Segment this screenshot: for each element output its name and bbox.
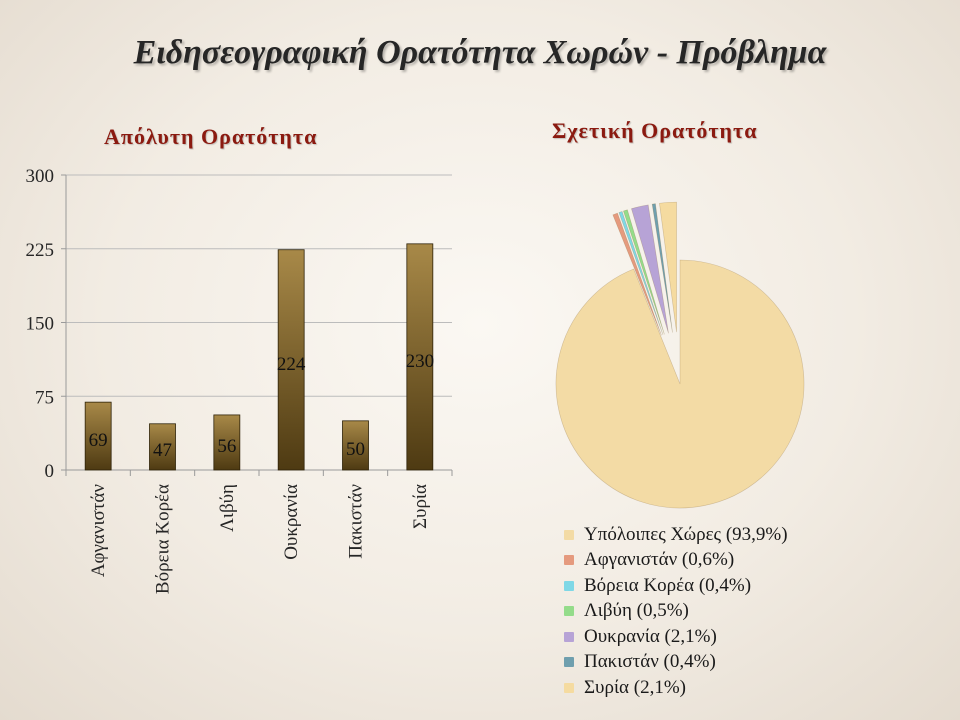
legend-label: Βόρεια Κορέα (0,4%)	[584, 574, 752, 596]
bar	[149, 423, 176, 471]
slide-title: Ειδησεογραφική Ορατότητα Χωρών - Πρόβλημ…	[133, 34, 827, 71]
legend-item: Λιβύη (0,5%)	[564, 599, 788, 625]
data-label: 224	[277, 354, 306, 375]
pie-legend: Υπόλοιπες Χώρες (93,9%) Αφγανιστάν (0,6%)…	[564, 522, 788, 701]
bar	[213, 414, 241, 471]
bar	[277, 249, 305, 471]
pie-chart-title: Σχετική Ορατότητα	[552, 118, 758, 143]
legend-swatch	[564, 657, 574, 668]
data-label: 50	[346, 439, 365, 460]
data-label: 47	[153, 440, 172, 461]
pie-slice	[659, 201, 677, 333]
bar	[342, 420, 369, 471]
pie-slice	[623, 209, 665, 335]
legend-label: Πακιστάν (0,4%)	[584, 651, 716, 673]
data-label: 69	[89, 430, 108, 451]
x-tick-label: Λιβύη	[217, 484, 238, 532]
y-tick-label: 225	[26, 240, 55, 261]
bar-chart-title: Απόλυτη Ορατότητα	[104, 124, 318, 149]
pie-slice	[612, 212, 662, 336]
legend-label: Λιβύη (0,5%)	[584, 600, 689, 622]
legend-swatch	[564, 631, 574, 642]
y-tick-label: 0	[45, 461, 55, 482]
x-tick-label: Βόρεια Κορέα	[153, 484, 174, 594]
legend-item: Ουκρανία (2,1%)	[564, 624, 788, 650]
x-tick-label: Πακιστάν	[346, 484, 367, 559]
x-tick-label: Ουκρανία	[281, 484, 302, 560]
legend-swatch	[564, 606, 574, 617]
legend-item: Υπόλοιπες Χώρες (93,9%)	[564, 522, 788, 548]
legend-label: Αφγανιστάν (0,6%)	[584, 549, 735, 571]
data-label: 56	[217, 436, 236, 457]
y-tick-label: 150	[26, 314, 55, 335]
y-tick-label: 300	[26, 166, 55, 187]
legend-item: Πακιστάν (0,4%)	[564, 650, 788, 676]
x-tick-label: Συρία	[410, 484, 431, 529]
pie-slice	[555, 259, 805, 509]
pie-slice	[631, 204, 669, 334]
legend-item: Αφγανιστάν (0,6%)	[564, 548, 788, 574]
bar	[84, 401, 112, 471]
legend-swatch	[564, 529, 574, 540]
bar	[406, 243, 434, 471]
legend-swatch	[564, 555, 574, 566]
legend-swatch	[564, 580, 574, 591]
legend-label: Υπόλοιπες Χώρες (93,9%)	[584, 523, 788, 545]
legend-label: Ουκρανία (2,1%)	[584, 625, 717, 647]
legend-swatch	[564, 682, 574, 693]
pie-slice	[618, 211, 664, 335]
legend-label: Συρία (2,1%)	[584, 676, 686, 698]
y-tick-label: 75	[35, 387, 54, 408]
pie-slice	[651, 203, 673, 333]
x-tick-label: Αφγανιστάν	[88, 484, 109, 578]
legend-item: Συρία (2,1%)	[564, 675, 788, 701]
legend-item: Βόρεια Κορέα (0,4%)	[564, 573, 788, 599]
data-label: 230	[406, 351, 435, 372]
